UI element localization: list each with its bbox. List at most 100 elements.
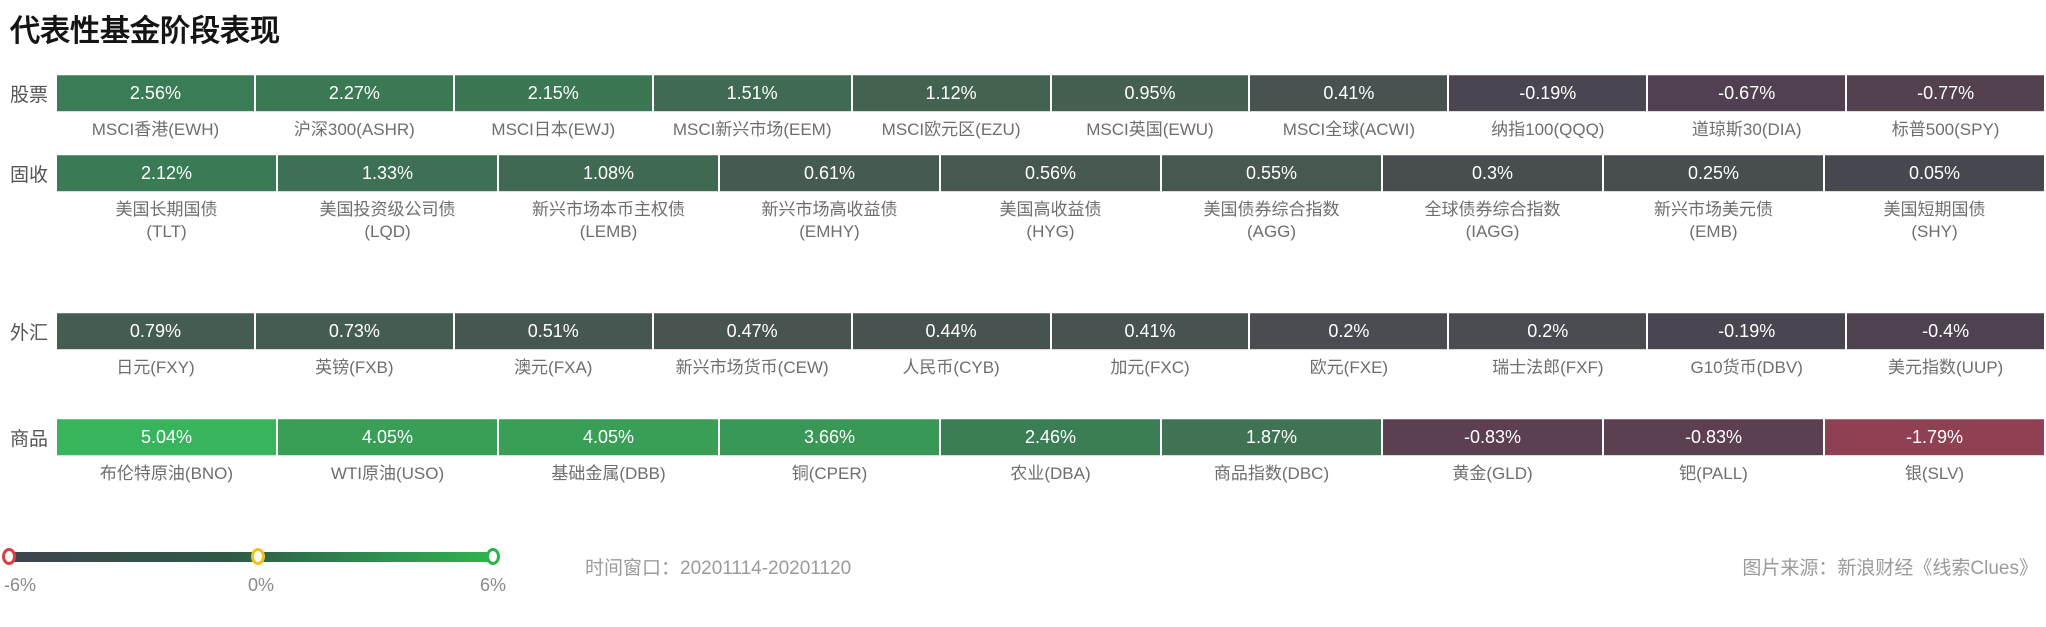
fund-label: MSCI香港(EWH) [91, 120, 220, 139]
heatmap-cell: 0.2% [1449, 313, 1647, 350]
fund-label: 沪深300(ASHR) [293, 120, 415, 139]
heatmap-cell: -0.83% [1604, 419, 1823, 456]
fund-label: 人民币(CYB) [902, 358, 1000, 377]
cell-value: 0.3% [1471, 163, 1514, 183]
fund-label: 新兴市场本币主权债 (LEMB) [532, 200, 685, 241]
slider-handle-max[interactable] [486, 548, 500, 565]
category-block: 固收 2.12% 1.33% 1.08% 0.61% 0.56% 0.55% 0.3% 0.25… [0, 155, 2046, 243]
fund-label: MSCI欧元区(EZU) [881, 120, 1021, 139]
heatmap-cell: 0.47% [653, 313, 851, 350]
heatmap-cell: 0.2% [1250, 313, 1448, 350]
category-block: 股票 2.56% 2.27% 2.15% 1.51% 1.12% 0.95% 0.41% -0.… [0, 75, 2046, 141]
cell-value: 0.41% [1323, 83, 1375, 103]
heatmap-cell: 0.3% [1383, 155, 1602, 192]
cell-value: -0.67% [1718, 83, 1776, 103]
cell-value: -1.79% [1905, 427, 1964, 447]
slider-handle-mid[interactable] [251, 548, 265, 565]
category-label: 股票 [10, 85, 49, 106]
cell-value: -0.83% [1684, 427, 1743, 447]
heatmap-cell: 0.61% [720, 155, 939, 192]
heatmap-cell: 0.25% [1604, 155, 1823, 192]
category-block: 外汇 0.79% 0.73% 0.51% 0.47% 0.44% 0.41% 0.2% 0.2%… [0, 313, 2046, 379]
fund-label: 澳元(FXA) [514, 358, 593, 377]
fund-label: 农业(DBA) [1010, 464, 1091, 483]
heatmap-cell: -0.19% [1449, 75, 1647, 112]
cell-value: 0.2% [1328, 321, 1370, 341]
heatmap-cell: 0.41% [1051, 313, 1249, 350]
heatmap-cell: 1.08% [499, 155, 718, 192]
cell-value: 0.61% [803, 163, 856, 183]
fund-label: 新兴市场高收益债 (EMHY) [761, 200, 898, 241]
cell-value: 1.12% [925, 83, 977, 103]
category-label: 固收 [10, 165, 49, 186]
scale-mid-label: 0% [248, 575, 275, 595]
fund-label: 布伦特原油(BNO) [99, 464, 234, 483]
time-window-label: 时间窗口：20201114-20201120 [585, 558, 852, 579]
fund-label: 黄金(GLD) [1452, 464, 1533, 483]
cell-value: 2.15% [527, 83, 579, 103]
cell-value: 1.08% [582, 163, 635, 183]
cell-value: 0.2% [1527, 321, 1569, 341]
heatmap-cell: 0.44% [852, 313, 1050, 350]
fund-label: 欧元(FXE) [1309, 358, 1389, 377]
cell-value: 1.33% [361, 163, 414, 183]
heatmap-cell: 1.87% [1162, 419, 1381, 456]
cell-value: 0.51% [527, 321, 579, 341]
category-label: 外汇 [10, 323, 49, 344]
cell-value: 5.04% [140, 427, 193, 447]
heatmap-cell: 5.04% [57, 419, 276, 456]
heatmap-cell: 4.05% [499, 419, 718, 456]
cell-value: 0.56% [1024, 163, 1077, 183]
heatmap-cell: 0.56% [941, 155, 1160, 192]
fund-label: 道琼斯30(DIA) [1691, 120, 1802, 139]
heatmap-cell: -1.79% [1825, 419, 2044, 456]
cell-value: -0.19% [1718, 321, 1776, 341]
heatmap-cell: -0.83% [1383, 419, 1602, 456]
heatmap-cell: 0.51% [454, 313, 652, 350]
scale-max-label: 6% [480, 575, 507, 595]
fund-label: 银(SLV) [1904, 464, 1965, 483]
cell-value: 1.51% [726, 83, 778, 103]
heatmap-cell: 2.46% [941, 419, 1160, 456]
heatmap-cell: 2.56% [57, 75, 254, 112]
cell-value: 0.41% [1124, 321, 1176, 341]
heatmap-cell: 0.41% [1250, 75, 1448, 112]
heatmap-cell: 2.15% [454, 75, 652, 112]
cell-value: 2.12% [140, 163, 193, 183]
heatmap-cell: 0.79% [57, 313, 254, 350]
fund-label: MSCI英国(EWU) [1086, 120, 1214, 139]
cell-value: 4.05% [361, 427, 414, 447]
cell-value: 3.66% [803, 427, 856, 447]
heatmap-cell: -0.77% [1847, 75, 2045, 112]
fund-label: 基础金属(DBB) [551, 464, 666, 483]
cell-value: 0.73% [328, 321, 380, 341]
fund-label: 加元(FXC) [1110, 358, 1190, 377]
cell-value: 2.56% [129, 83, 181, 103]
heatmap-cell: 1.33% [278, 155, 497, 192]
heatmap-cell: 0.05% [1825, 155, 2044, 192]
cell-value: 0.47% [726, 321, 778, 341]
heatmap-cell: 2.12% [57, 155, 276, 192]
category-block: 商品 5.04% 4.05% 4.05% 3.66% 2.46% 1.87% -0.83% -0… [0, 419, 2046, 485]
fund-label: 瑞士法郎(FXF) [1492, 358, 1604, 377]
fund-label: 全球债券综合指数 (IAGG) [1424, 200, 1561, 241]
cell-value: 4.05% [582, 427, 635, 447]
fund-label: 纳指100(QQQ) [1491, 120, 1605, 139]
fund-label: 标普500(SPY) [1891, 120, 2000, 139]
fund-label: 铜(CPER) [791, 464, 868, 483]
cell-value: -0.19% [1519, 83, 1577, 103]
fund-label: G10货币(DBV) [1690, 358, 1803, 377]
cell-value: 0.95% [1124, 83, 1176, 103]
heatmap-cell: -0.67% [1648, 75, 1846, 112]
heatmap-cell: -0.19% [1648, 313, 1846, 350]
heatmap-cell: 3.66% [720, 419, 939, 456]
category-label: 商品 [10, 429, 49, 450]
fund-label: MSCI新兴市场(EEM) [672, 120, 832, 139]
fund-label: WTI原油(USO) [330, 464, 445, 483]
slider-handle-min[interactable] [2, 548, 16, 565]
heatmap-cell: 0.55% [1162, 155, 1381, 192]
fund-label: 新兴市场美元债 (EMB) [1654, 200, 1773, 241]
image-source-label: 图片来源：新浪财经《线索Clues》 [1742, 558, 2038, 579]
heatmap-cell: 1.51% [653, 75, 851, 112]
